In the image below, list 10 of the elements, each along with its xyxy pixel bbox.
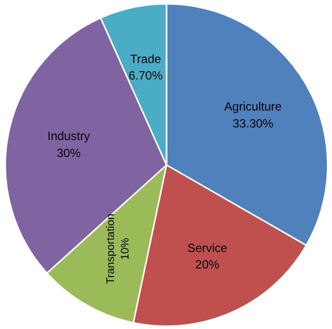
data-label: 30% — [56, 146, 82, 160]
data-label: 6.70% — [128, 68, 163, 83]
data-label: 10% — [120, 238, 132, 260]
data-label: 20% — [195, 258, 220, 272]
data-label: 33.30% — [232, 116, 274, 130]
slice-label: Industry — [47, 129, 90, 144]
slice-label: Agriculture — [224, 100, 282, 114]
slice-label: Transportation — [105, 214, 118, 284]
slice-label: Service — [187, 240, 228, 255]
slice-label: Trade — [130, 52, 162, 66]
